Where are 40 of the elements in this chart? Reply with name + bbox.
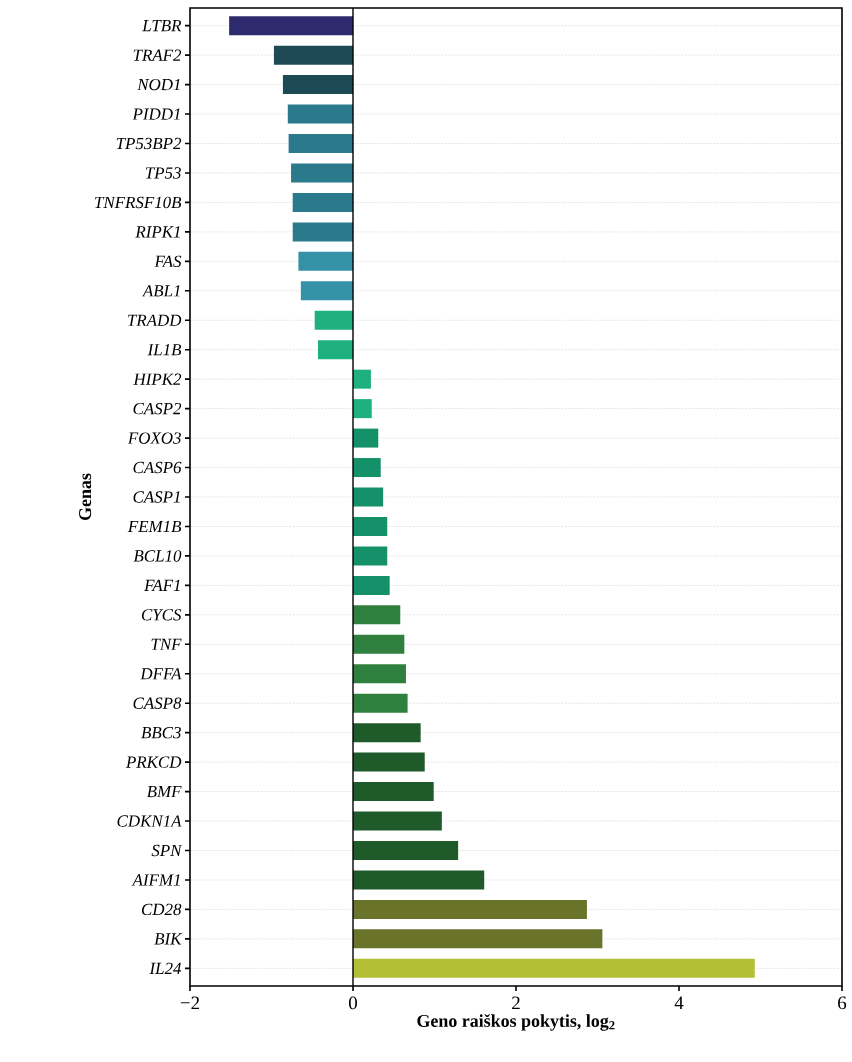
x-tick-label: 6 — [838, 996, 847, 1010]
x-axis-title: Geno raiškos pokytis, log$_{2}$ — [417, 1014, 615, 1031]
y-tick-label: PRKCD — [125, 756, 182, 768]
y-tick-label: CD28 — [141, 903, 182, 916]
y-tick-label: DFFA — [140, 668, 182, 680]
y-tick-label: BIK — [154, 933, 183, 945]
y-tick-label: TNF — [151, 638, 182, 650]
y-tick-label: PIDD1 — [132, 108, 180, 120]
y-tick-label: HIPK2 — [133, 373, 182, 385]
y-tick-label: FAS — [154, 255, 182, 268]
y-tick-label: BCL10 — [133, 550, 182, 562]
y-tick-label: FOXO3 — [127, 432, 181, 444]
y-tick-label: TRAF2 — [133, 49, 182, 61]
y-tick-label: SPN — [151, 844, 183, 857]
y-tick-label: AIFM1 — [131, 874, 180, 886]
y-tick-label: CDKN1A — [117, 815, 182, 827]
y-tick-label: CASP6 — [133, 461, 182, 474]
y-tick-label: CYCS — [141, 609, 182, 621]
y-tick-label: FEM1B — [127, 520, 182, 533]
y-tick-label: IL24 — [149, 962, 182, 974]
y-axis-title: Genas — [79, 473, 92, 521]
x-tick-label: 4 — [674, 996, 684, 1009]
y-tick-label: CASP2 — [133, 402, 182, 415]
x-tick-label: −2 — [180, 996, 200, 1010]
y-tick-label: LTBR — [142, 20, 182, 32]
y-tick-label: ABL1 — [141, 285, 180, 297]
y-tick-label: TRADD — [128, 314, 182, 326]
y-tick-label: TP53BP2 — [116, 137, 182, 150]
x-tick-label: 2 — [512, 996, 520, 1010]
y-tick-label: CASP8 — [133, 697, 182, 709]
y-tick-label: TNFRSF10B — [95, 196, 182, 209]
y-tick-label: RIPK1 — [135, 226, 180, 238]
y-tick-label: BMF — [146, 786, 182, 798]
y-tick-label: IL1B — [147, 344, 182, 356]
x-tick-label: 0 — [348, 996, 357, 1010]
y-tick-label: FAF1 — [144, 579, 180, 591]
y-tick-label: BBC3 — [141, 726, 181, 739]
y-tick-label: CASP1 — [133, 491, 180, 503]
y-tick-label: TP53 — [145, 167, 181, 179]
y-tick-label: NOD1 — [137, 78, 180, 91]
